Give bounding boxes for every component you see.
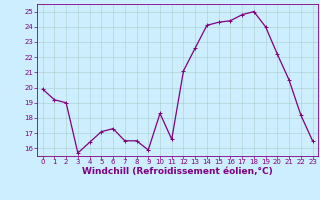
X-axis label: Windchill (Refroidissement éolien,°C): Windchill (Refroidissement éolien,°C) xyxy=(82,167,273,176)
